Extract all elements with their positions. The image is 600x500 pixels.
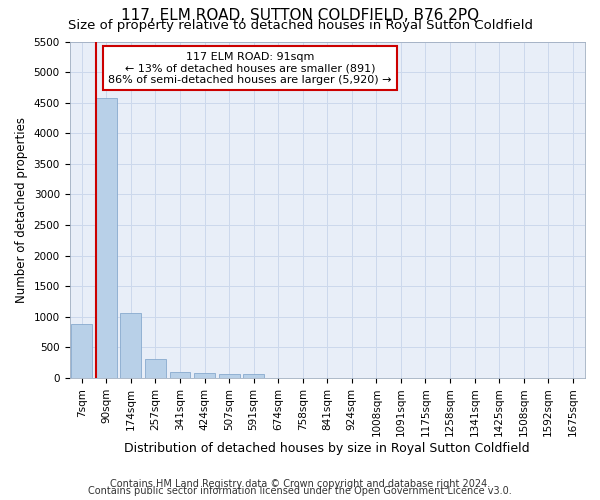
Bar <box>194 374 215 378</box>
Bar <box>96 98 117 378</box>
Y-axis label: Number of detached properties: Number of detached properties <box>15 116 28 302</box>
Bar <box>145 360 166 378</box>
Text: 117 ELM ROAD: 91sqm
← 13% of detached houses are smaller (891)
86% of semi-detac: 117 ELM ROAD: 91sqm ← 13% of detached ho… <box>108 52 392 85</box>
Text: Contains HM Land Registry data © Crown copyright and database right 2024.: Contains HM Land Registry data © Crown c… <box>110 479 490 489</box>
Text: 117, ELM ROAD, SUTTON COLDFIELD, B76 2PQ: 117, ELM ROAD, SUTTON COLDFIELD, B76 2PQ <box>121 8 479 22</box>
Bar <box>170 372 190 378</box>
Bar <box>218 374 239 378</box>
Bar <box>71 324 92 378</box>
Bar <box>243 374 264 378</box>
Text: Contains public sector information licensed under the Open Government Licence v3: Contains public sector information licen… <box>88 486 512 496</box>
X-axis label: Distribution of detached houses by size in Royal Sutton Coldfield: Distribution of detached houses by size … <box>124 442 530 455</box>
Bar <box>121 313 142 378</box>
Text: Size of property relative to detached houses in Royal Sutton Coldfield: Size of property relative to detached ho… <box>67 18 533 32</box>
